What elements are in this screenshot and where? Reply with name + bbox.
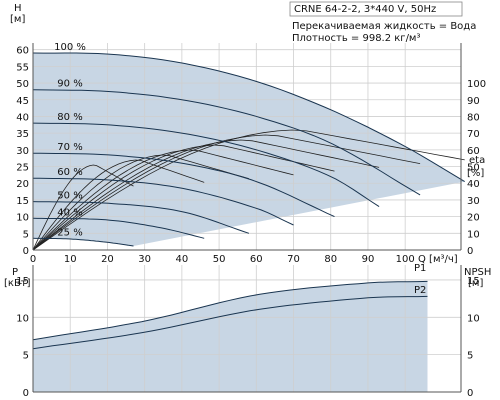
eta-curve <box>32 154 250 251</box>
head-curve <box>32 237 134 247</box>
power-ticks: 0 5 10 15 0 5 10 15 <box>16 276 479 399</box>
head-tick-label: 50 <box>16 79 29 90</box>
eta-tick-label: 80 <box>467 112 480 123</box>
npsh-tick-label: 15 <box>467 276 480 287</box>
speed-label: 90 % <box>57 79 82 90</box>
head-curve <box>32 89 421 196</box>
flow-tick-label: 100 <box>396 254 415 265</box>
head-tick-label: 0 <box>23 246 29 257</box>
eta-tick-label: 50 <box>467 163 480 174</box>
npsh-tick-label: 10 <box>467 313 480 324</box>
flow-tick-label: 80 <box>324 254 337 265</box>
head-tick-label: 15 <box>16 196 29 207</box>
title-box <box>289 1 463 17</box>
eta-curve <box>32 159 205 251</box>
flow-tick-label: 0 <box>30 254 36 265</box>
head-curve <box>32 152 335 218</box>
head-tick-label: 40 <box>16 112 29 123</box>
power-tick-label: 0 <box>23 388 29 399</box>
power-tick-label: 5 <box>23 351 29 362</box>
head-tick-label: 35 <box>16 129 29 140</box>
eta-curve <box>32 129 465 251</box>
flow-tick-label: 70 <box>287 254 300 265</box>
eta-curve <box>32 144 335 251</box>
eta-tick-label: 90 <box>467 96 480 107</box>
eta-curve <box>32 164 134 251</box>
eta-tick-label: 100 <box>467 79 486 90</box>
power-tick-label: 15 <box>16 276 29 287</box>
flow-tick-label: 30 <box>138 254 151 265</box>
head-tick-label: 30 <box>16 146 29 157</box>
power-tick-label: 10 <box>16 313 29 324</box>
speed-label: 25 % <box>57 227 82 238</box>
head-tick-label: 10 <box>16 213 29 224</box>
eta-tick-label: 20 <box>467 213 480 224</box>
power-axis-unit: [кВт] <box>4 278 31 289</box>
flow-tick-label: 90 <box>362 254 375 265</box>
eta-tick-label: 70 <box>467 129 480 140</box>
head-curve <box>32 217 205 239</box>
speed-label: 60 % <box>57 167 82 178</box>
head-tick-label: 5 <box>23 229 29 240</box>
flow-tick-label: 20 <box>101 254 114 265</box>
power-panel: 0 5 10 15 0 5 10 15 P [кВт] NPSH [м] P1 P2 <box>4 263 491 399</box>
speed-label: 70 % <box>57 142 82 153</box>
eta-tick-label: 40 <box>467 179 480 190</box>
npsh-tick-label: 5 <box>467 351 473 362</box>
head-axis-label: H <box>14 3 22 14</box>
npsh-axis-label: NPSH <box>464 267 491 278</box>
density-note: Плотность = 998.2 кг/м³ <box>292 33 421 44</box>
liquid-note: Перекачиваемая жидкость = Вода <box>292 21 476 32</box>
npsh-axis-unit: [м] <box>468 278 483 289</box>
head-tick-label: 20 <box>16 179 29 190</box>
speed-label: 100 % <box>54 42 86 53</box>
flow-tick-label: 60 <box>250 254 263 265</box>
speed-label: 50 % <box>57 191 82 202</box>
flow-axis-label: Q [м³/ч] <box>418 254 458 265</box>
eta-axis-unit: [%] <box>467 168 484 179</box>
head-ticks: 0 5 10 15 20 25 30 35 40 45 50 55 60 0 10 20 30 40 50 60 70 8… <box>16 46 486 265</box>
eta-tick-label: 30 <box>467 196 480 207</box>
head-panel: 0 5 10 15 20 25 30 35 40 45 50 55 60 0 10 20 30 40 50 60 70 8… <box>10 1 486 265</box>
head-curve <box>32 52 465 183</box>
head-tick-label: 45 <box>16 96 29 107</box>
head-curve <box>32 122 380 208</box>
p1-label: P1 <box>414 263 426 274</box>
power-curve <box>32 295 428 350</box>
power-curve <box>32 280 428 341</box>
head-curves <box>32 52 465 247</box>
speed-label: 80 % <box>57 112 82 123</box>
head-tick-label: 55 <box>16 62 29 73</box>
head-tick-label: 25 <box>16 163 29 174</box>
eta-tick-label: 0 <box>467 246 473 257</box>
power-axis-label: P <box>12 267 18 278</box>
head-curve <box>32 177 294 226</box>
npsh-tick-label: 0 <box>467 388 473 399</box>
eta-axis-label: eta <box>469 155 485 166</box>
flow-tick-label: 40 <box>176 254 189 265</box>
eta-tick-label: 10 <box>467 229 480 240</box>
power-curves <box>32 280 428 350</box>
head-curve <box>32 201 250 234</box>
power-range-band <box>33 281 428 392</box>
eta-tick-label: 60 <box>467 146 480 157</box>
flow-tick-label: 50 <box>213 254 226 265</box>
flow-tick-label: 10 <box>64 254 77 265</box>
head-tick-label: 60 <box>16 46 29 57</box>
eta-curve <box>32 149 294 251</box>
speed-label: 40 % <box>57 207 82 218</box>
eta-curve <box>32 139 380 251</box>
p2-label: P2 <box>414 285 426 296</box>
chart-title: CRNE 64-2-2, 3*440 V, 50Hz <box>294 4 436 15</box>
head-axis-unit: [м] <box>10 14 25 25</box>
speed-labels: 100 % 90 % 80 % 70 % 60 % 50 % 40 % 25 % <box>54 42 86 238</box>
